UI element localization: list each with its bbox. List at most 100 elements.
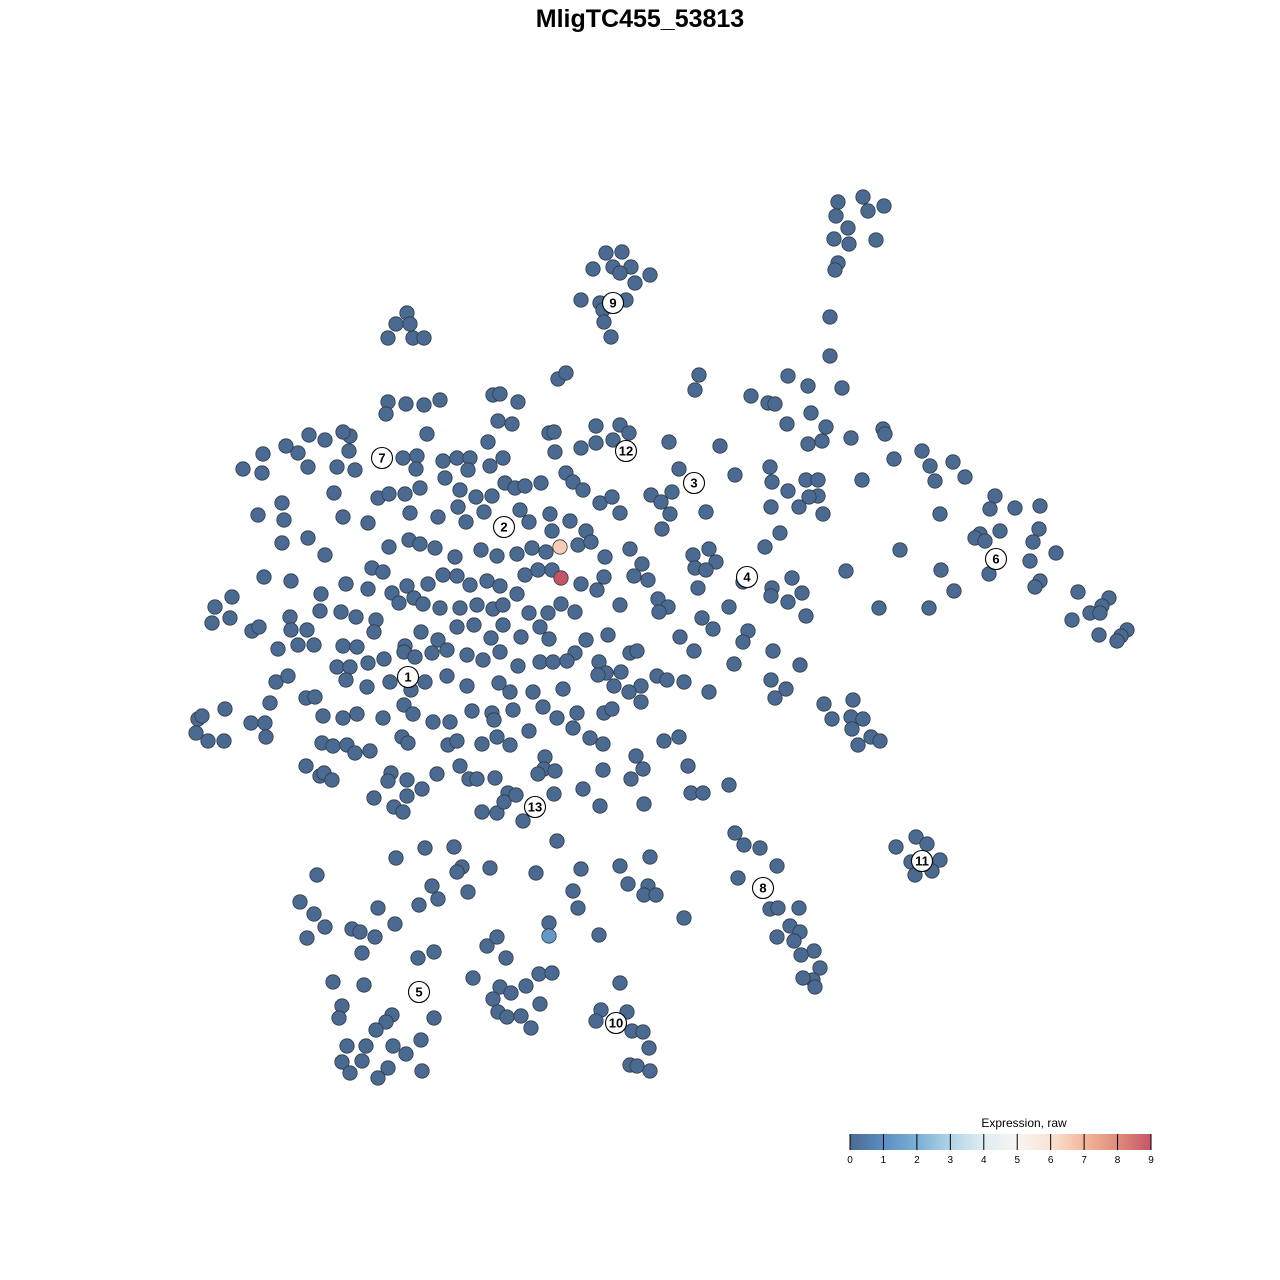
data-point (375, 564, 391, 580)
data-point (872, 733, 888, 749)
data-point (464, 703, 480, 719)
data-point (339, 1038, 355, 1054)
data-point (207, 599, 223, 615)
data-point (800, 436, 816, 452)
data-point (376, 651, 392, 667)
data-point (570, 900, 586, 916)
cluster-label-text: 11 (915, 854, 929, 869)
data-point (469, 771, 485, 787)
data-point (255, 446, 271, 462)
data-point (826, 231, 842, 247)
data-point (992, 523, 1008, 539)
data-point (987, 488, 1003, 504)
cluster-label: 8 (751, 876, 775, 900)
data-point (815, 506, 831, 522)
cluster-label: 5 (407, 980, 431, 1004)
cluster-label-text: 8 (759, 881, 766, 896)
data-point (300, 459, 316, 475)
data-point (235, 461, 251, 477)
data-point (659, 672, 675, 688)
data-point (360, 581, 376, 597)
data-point (854, 472, 870, 488)
data-point (573, 576, 589, 592)
data-point (503, 985, 519, 1001)
data-point (349, 706, 365, 722)
data-point (1048, 545, 1064, 561)
data-point (399, 788, 415, 804)
data-point (612, 597, 628, 613)
data-point (721, 777, 737, 793)
data-point (705, 621, 721, 637)
data-point (335, 710, 351, 726)
data-point (399, 578, 415, 594)
data-point (622, 541, 638, 557)
data-point (416, 330, 432, 346)
data-point (634, 556, 650, 572)
cluster-label: 7 (370, 446, 394, 470)
data-point (395, 450, 411, 466)
data-point (549, 710, 565, 726)
data-point (800, 378, 816, 394)
data-point (354, 1053, 370, 1069)
data-point (569, 705, 585, 721)
data-point (299, 622, 315, 638)
cluster-label: 12 (614, 439, 638, 463)
data-point (541, 928, 557, 944)
data-point (530, 766, 546, 782)
data-point (841, 236, 857, 252)
data-point (424, 645, 440, 661)
data-point (512, 502, 528, 518)
cluster-label-circle (492, 515, 516, 539)
cluster-label-text: 6 (992, 552, 999, 567)
data-point (473, 542, 489, 558)
data-point (767, 690, 783, 706)
legend-tick-label: 5 (1014, 1155, 1020, 1166)
data-point (1022, 553, 1038, 569)
data-point (388, 316, 404, 332)
data-point (417, 840, 433, 856)
data-point (612, 265, 628, 281)
data-point (502, 684, 518, 700)
data-point (510, 394, 526, 410)
data-point (480, 434, 496, 450)
data-point (735, 634, 751, 650)
cluster-label: 1 (396, 665, 420, 689)
data-point (414, 781, 430, 797)
data-point (860, 203, 876, 219)
cluster-label-text: 9 (609, 296, 616, 311)
data-point (359, 679, 375, 695)
data-point (1064, 612, 1080, 628)
data-point (502, 737, 518, 753)
data-point (547, 763, 563, 779)
data-point (495, 617, 511, 633)
data-point (348, 609, 364, 625)
data-point (629, 643, 645, 659)
data-point (588, 435, 604, 451)
data-point (612, 975, 628, 991)
data-point (329, 459, 345, 475)
data-point (354, 945, 370, 961)
cluster-label-circle (370, 446, 394, 470)
data-point (552, 539, 568, 555)
data-point (588, 1013, 604, 1029)
data-point (982, 501, 998, 517)
data-point (559, 653, 575, 669)
data-point (541, 631, 557, 647)
data-point (603, 329, 619, 345)
data-point (642, 849, 658, 865)
data-point (844, 721, 860, 737)
data-point (368, 1022, 384, 1038)
data-point (426, 1010, 442, 1026)
points-layer (188, 189, 1135, 1086)
data-point (338, 576, 354, 592)
cluster-label-circle (614, 439, 638, 463)
data-point (546, 786, 562, 802)
data-point (331, 1010, 347, 1026)
data-point (188, 725, 204, 741)
data-point (575, 781, 591, 797)
data-point (222, 610, 238, 626)
data-point (424, 878, 440, 894)
data-point (413, 1032, 429, 1048)
data-point (474, 736, 490, 752)
data-point (224, 589, 240, 605)
